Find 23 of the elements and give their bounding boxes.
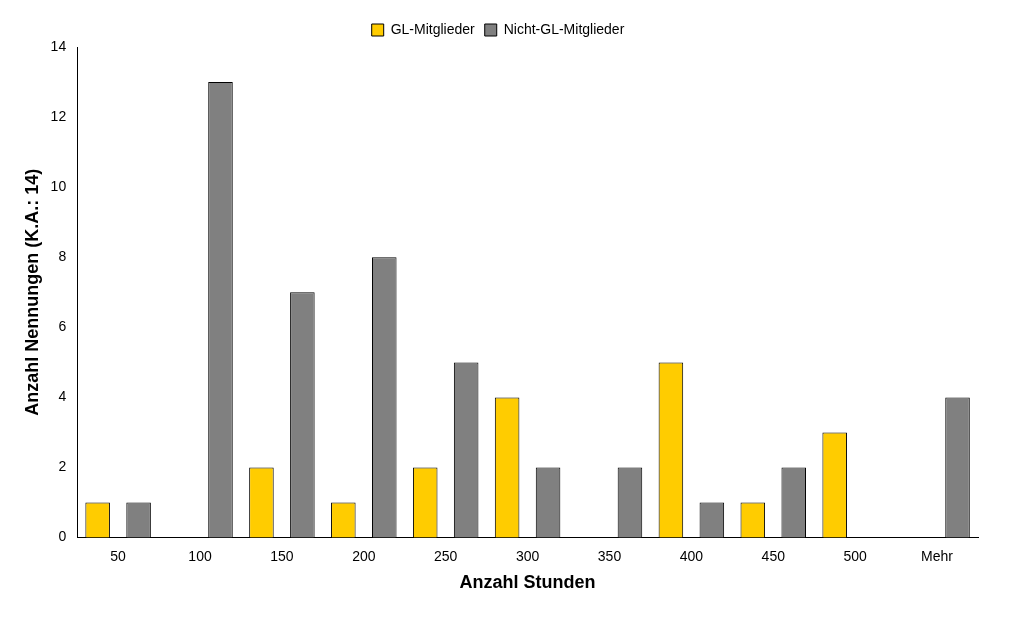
x-tick-label: 250 <box>434 547 458 564</box>
x-tick-label: 300 <box>515 547 540 564</box>
y-tick-label: 12 <box>50 107 67 124</box>
y-tick-label: 6 <box>58 318 67 335</box>
y-tick-label: 8 <box>58 248 67 265</box>
y-axis-title: Anzahl Nennungen (K.A.: 14) <box>21 168 42 416</box>
x-tick-label: 50 <box>110 547 127 564</box>
y-tick-label: 2 <box>58 458 67 475</box>
x-tick-label: 100 <box>188 547 212 564</box>
x-tick-label: 350 <box>597 547 622 564</box>
x-tick-label: 400 <box>679 547 704 564</box>
x-tick-label: 500 <box>843 547 868 564</box>
x-tick-label: Mehr <box>921 547 954 564</box>
x-tick-label: 450 <box>761 547 786 564</box>
legend-label: GL-Mitglieder <box>390 20 476 37</box>
y-tick-label: 4 <box>58 388 67 405</box>
legend-label: Nicht-GL-Mitglieder <box>503 20 625 37</box>
x-tick-label: 200 <box>352 547 376 564</box>
x-tick-label: 150 <box>270 547 294 564</box>
y-tick-label: 10 <box>50 178 67 195</box>
y-tick-label: 0 <box>58 528 67 545</box>
y-tick-label: 14 <box>50 37 67 54</box>
x-axis-title: Anzahl Stunden <box>459 572 596 593</box>
